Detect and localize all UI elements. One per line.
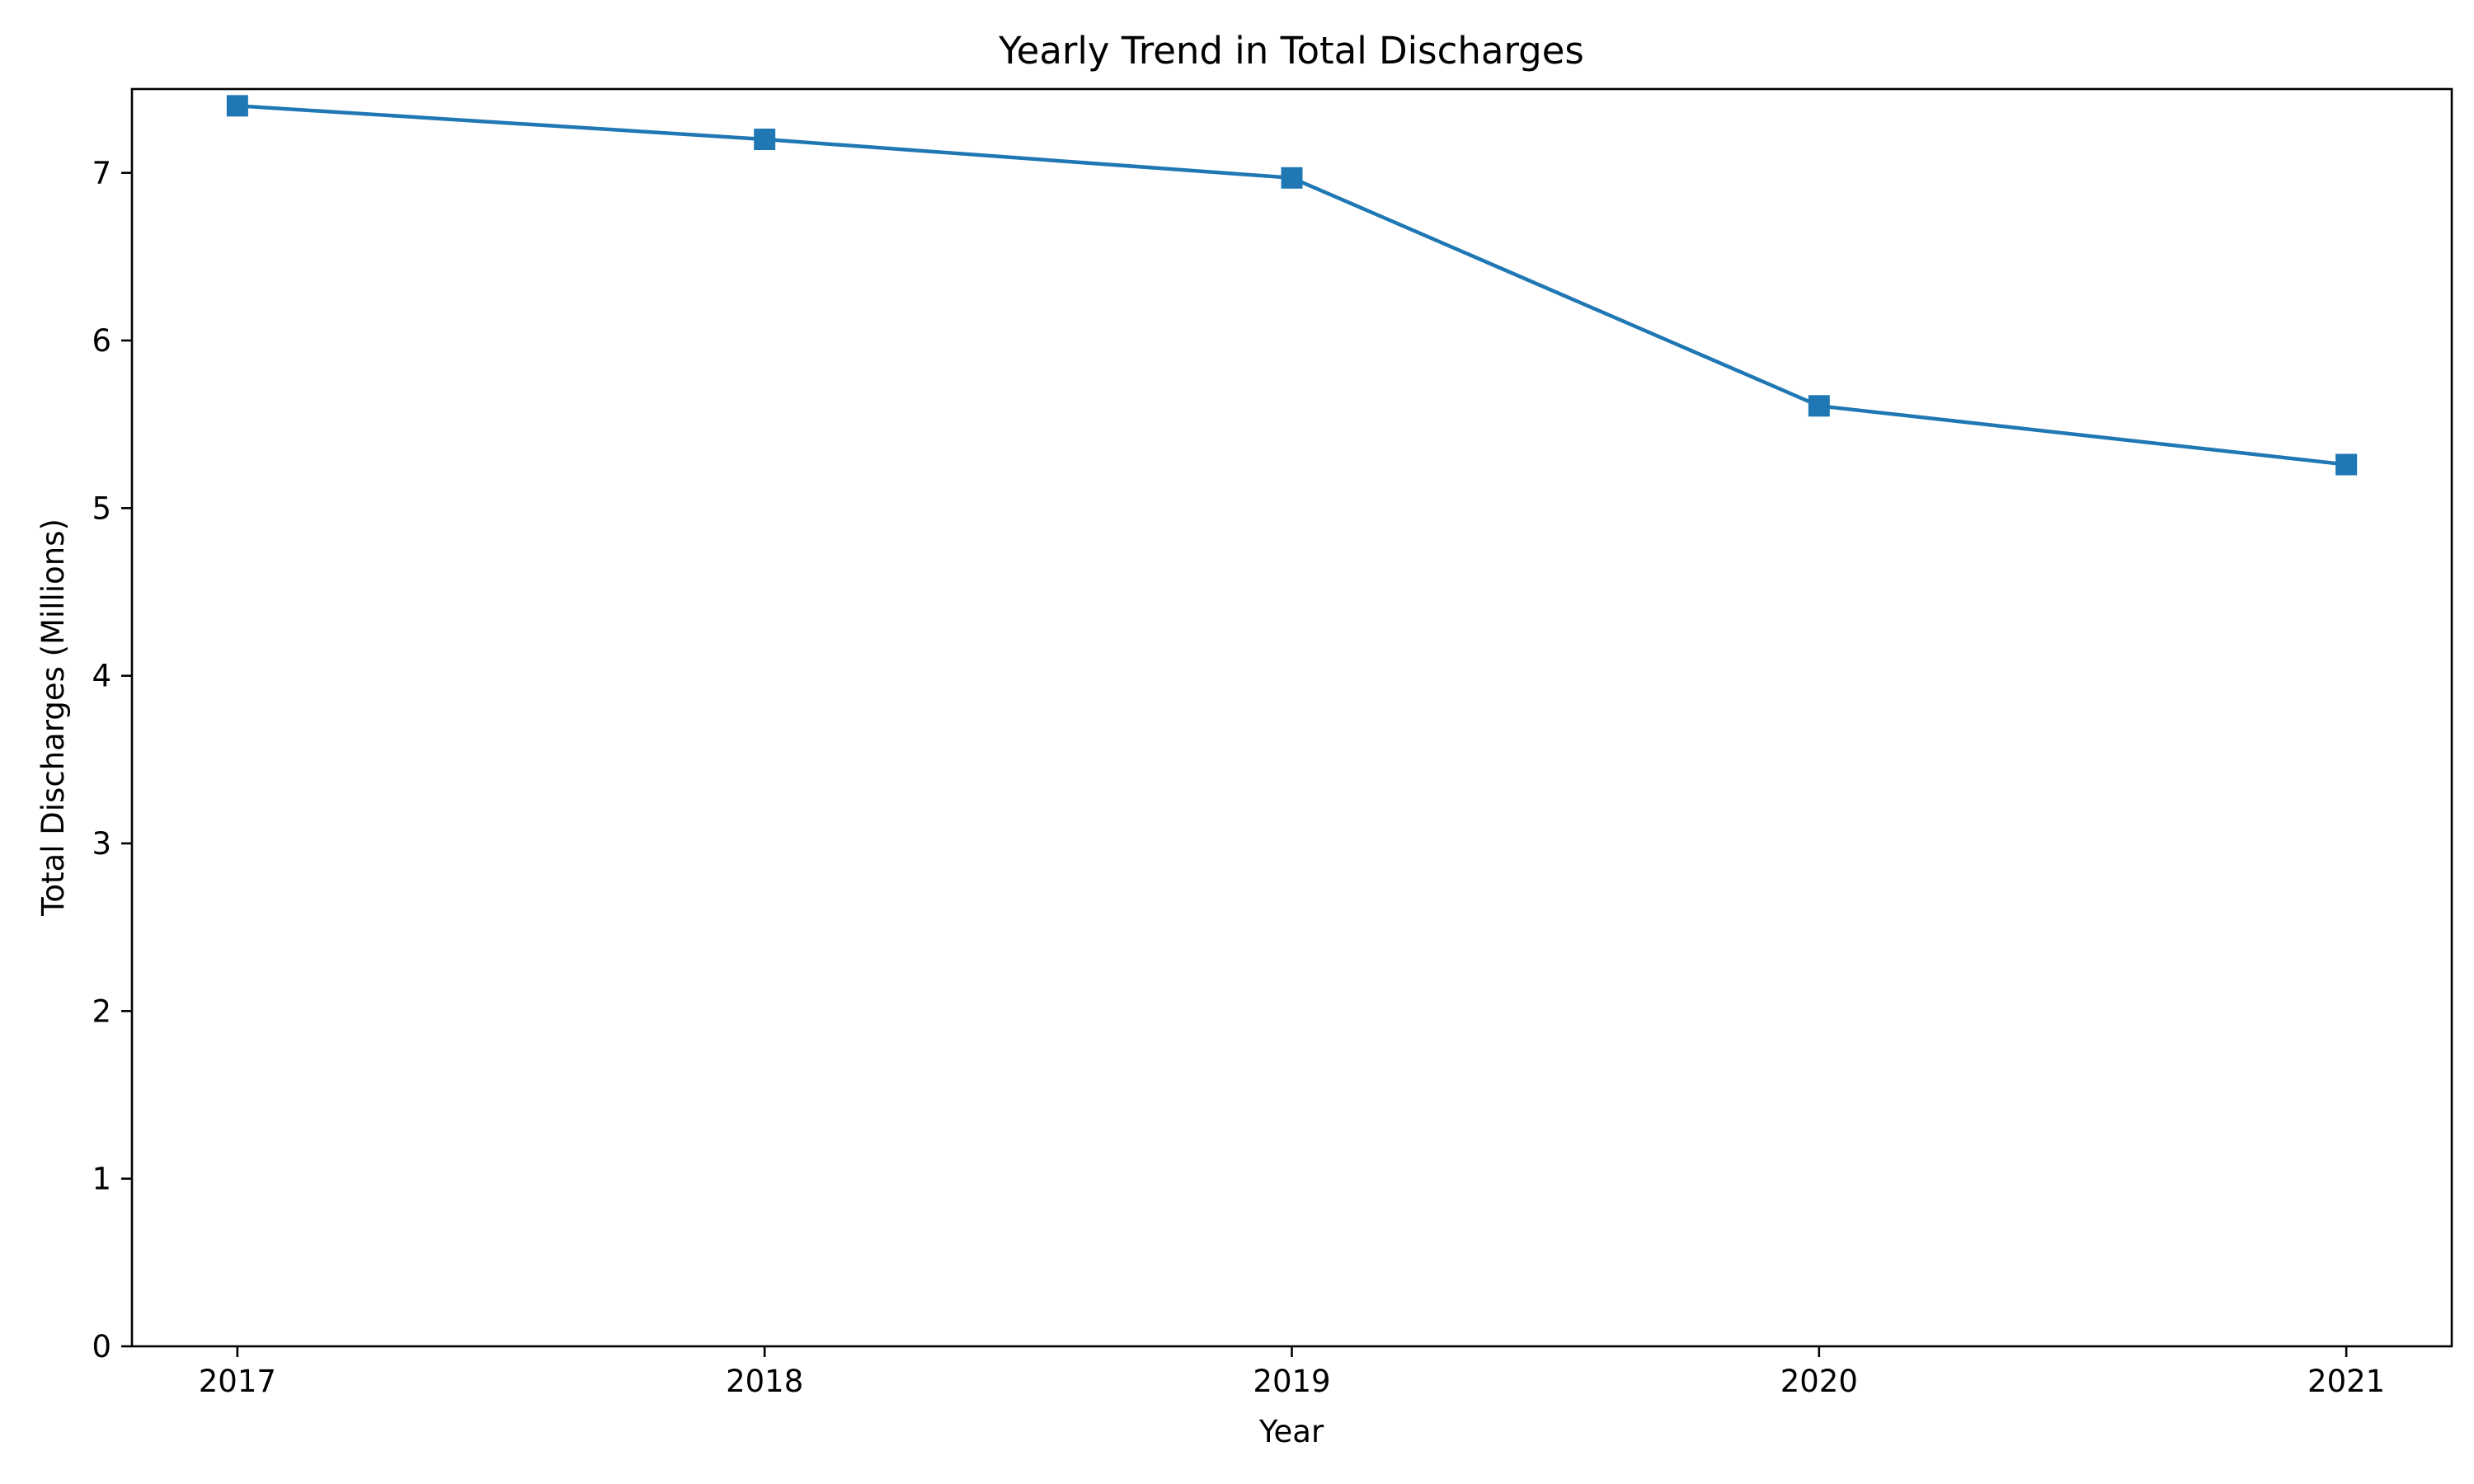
data-point-marker: [754, 129, 776, 150]
y-tick-label: 0: [92, 1329, 111, 1364]
y-axis-label: Total Discharges (Millions): [35, 519, 71, 917]
x-axis: 2017 2018 2019 2020 2021: [199, 1346, 2385, 1399]
plot-area: [226, 95, 2358, 476]
series-line: [235, 103, 2349, 467]
x-tick-label: 2021: [2307, 1364, 2385, 1399]
data-point-marker: [1281, 167, 1303, 189]
chart-title: Yearly Trend in Total Discharges: [998, 29, 1584, 73]
plot-frame: [130, 87, 2453, 1348]
y-tick-label: 5: [92, 491, 111, 526]
y-tick-label: 3: [92, 826, 111, 862]
data-point-marker: [1808, 395, 1830, 417]
x-axis-label: Year: [1258, 1414, 1324, 1449]
x-tick-label: 2020: [1780, 1364, 1858, 1399]
y-tick-label: 6: [92, 323, 111, 359]
y-tick-label: 2: [92, 993, 111, 1029]
x-tick-label: 2018: [726, 1364, 803, 1399]
y-axis: 0 1 2 3 4 5 6 7: [92, 156, 132, 1364]
data-point-marker: [226, 95, 248, 117]
y-tick-label: 7: [92, 156, 111, 191]
data-point-marker: [2335, 453, 2358, 476]
y-tick-label: 4: [92, 659, 111, 694]
y-tick-label: 1: [92, 1162, 111, 1197]
x-tick-label: 2019: [1253, 1364, 1330, 1399]
x-tick-label: 2017: [199, 1364, 276, 1399]
